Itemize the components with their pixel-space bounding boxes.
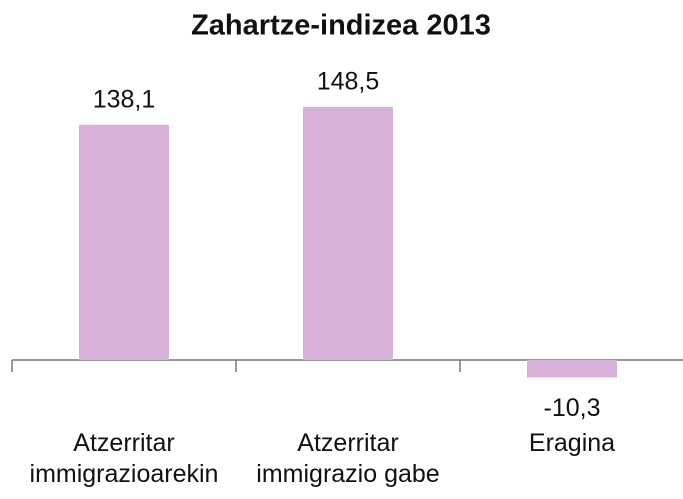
bar: [79, 124, 169, 360]
value-label: 138,1: [93, 85, 156, 113]
value-label: -10,3: [544, 394, 601, 422]
x-tick-label: Eragina: [528, 429, 616, 457]
value-label: 148,5: [317, 68, 380, 96]
chart-title: Zahartze-indizea 2013: [191, 10, 491, 42]
x-tick-label: Atzerritar immigrazio gabe: [256, 429, 440, 488]
x-tick-label: Atzerritar immigrazioarekin: [29, 429, 219, 488]
bar: [303, 107, 393, 360]
bar: [527, 360, 617, 378]
